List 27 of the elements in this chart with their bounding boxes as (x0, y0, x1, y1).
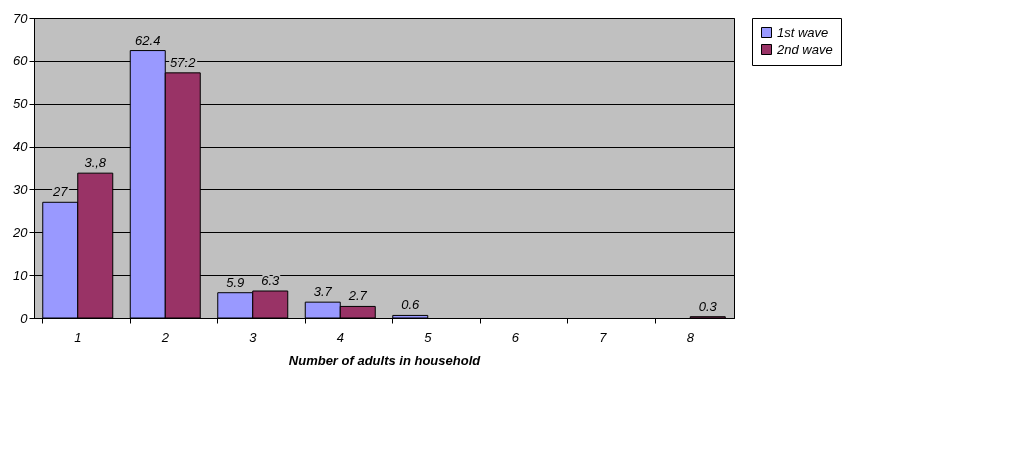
y-tick-label: 50 (13, 96, 29, 112)
data-label: 3.7 (313, 284, 333, 300)
x-tick-label: 2 (160, 329, 170, 345)
y-tick-label: 0 (20, 310, 29, 326)
data-label: 5.9 (226, 274, 245, 290)
y-tick-label: 40 (13, 139, 29, 155)
x-tick-label: 1 (74, 329, 82, 345)
x-tick-label: 5 (424, 329, 433, 345)
y-tick-label: 70 (13, 10, 29, 26)
data-label: 3.,8 (84, 155, 107, 171)
x-tick-label: 3 (249, 329, 258, 345)
y-tick-label: 10 (13, 267, 29, 283)
x-tick-label: 7 (599, 329, 608, 345)
legend-label: 1st wave (777, 24, 829, 40)
legend-label: 2nd wave (776, 41, 833, 57)
x-tick-label: 8 (686, 329, 695, 345)
x-tick-label: 6 (511, 329, 520, 345)
data-label: 2.7 (347, 288, 368, 304)
data-label: 0.3 (698, 298, 718, 314)
data-label: 0.6 (401, 297, 421, 313)
y-tick-label: 30 (13, 181, 29, 197)
y-tick-label: 20 (12, 224, 29, 240)
x-tick-label: 4 (336, 329, 344, 345)
data-label: 6.3 (261, 273, 281, 288)
x-axis-title: Number of adults in household (288, 352, 482, 368)
data-label: 62.4 (135, 32, 161, 48)
y-tick-label: 60 (13, 53, 29, 69)
